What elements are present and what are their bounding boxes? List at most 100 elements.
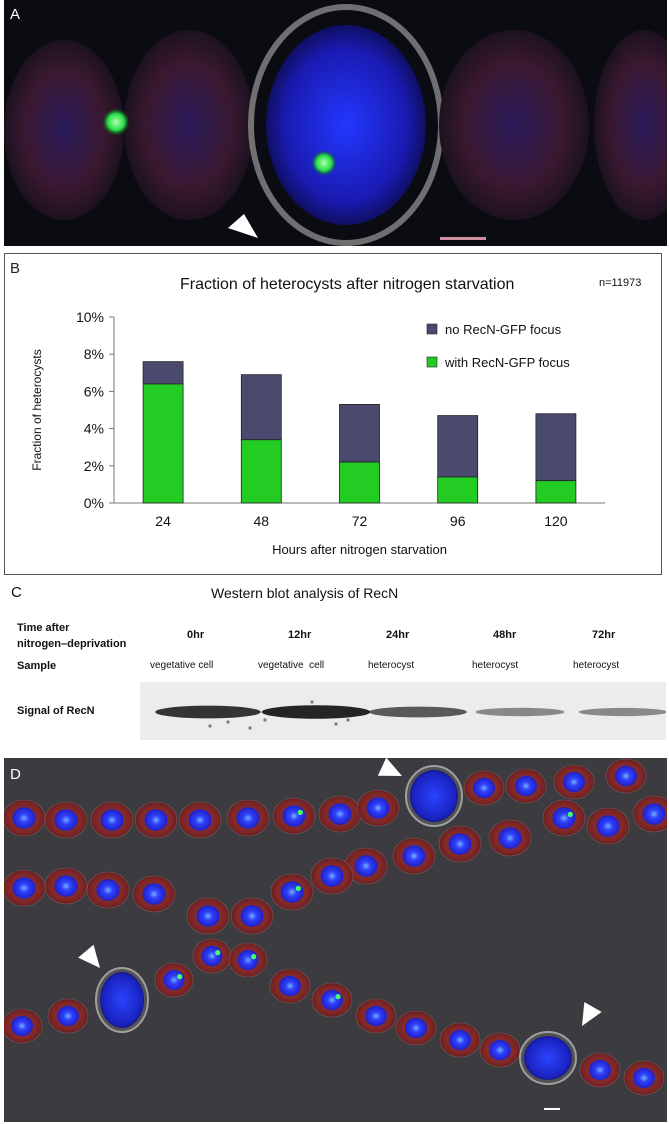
- gfp-focus: [567, 811, 573, 817]
- legend-label-with-focus: with RecN-GFP focus: [444, 355, 570, 370]
- nucleus: [473, 777, 495, 799]
- y-tick-label: 0%: [84, 495, 104, 511]
- blot-bands: [155, 700, 668, 730]
- arrowhead-marker: [78, 944, 100, 968]
- bar-chart: Fraction of heterocysts after nitrogen s…: [30, 276, 641, 557]
- nucleus: [142, 883, 166, 905]
- arrowhead-marker: [377, 758, 402, 776]
- lane-sample: vegetative cell: [150, 660, 214, 671]
- nucleus: [615, 765, 637, 787]
- blot-speckle: [208, 724, 212, 728]
- sample-row-label: Sample: [17, 660, 57, 672]
- y-tick-label: 2%: [84, 458, 104, 474]
- nucleus: [57, 1005, 79, 1027]
- legend-swatch-with-focus: [426, 356, 438, 368]
- nucleus: [589, 1059, 611, 1081]
- gfp-focus: [311, 150, 337, 176]
- panel-label-a: A: [10, 6, 21, 23]
- nucleus: [237, 949, 259, 971]
- lane-time: 12hr: [288, 629, 312, 641]
- x-tick-label: 24: [155, 513, 171, 529]
- nucleus: [354, 855, 378, 877]
- bar-segment-no-focus: [535, 413, 577, 482]
- nucleus: [196, 905, 220, 927]
- gfp-focus: [177, 974, 183, 980]
- nucleus: [320, 865, 344, 887]
- legend-label-no-focus: no RecN-GFP focus: [445, 322, 562, 337]
- bar-segment-with-focus: [240, 439, 282, 504]
- lane-time: 0hr: [187, 629, 205, 641]
- heterocyst-cell: [100, 972, 144, 1028]
- bar-segment-with-focus: [535, 480, 577, 504]
- blot-title: Western blot analysis of RecN: [211, 585, 399, 601]
- y-tick-label: 10%: [76, 309, 104, 325]
- nucleus: [596, 815, 620, 837]
- nucleus: [366, 797, 390, 819]
- recn-band: [475, 707, 565, 717]
- lane-time: 48hr: [493, 629, 517, 641]
- panel-b-chart: B Fraction of heterocysts after nitrogen…: [4, 253, 662, 575]
- panel-label-b: B: [10, 260, 21, 277]
- y-tick-label: 4%: [84, 421, 104, 437]
- micrograph-d: [4, 758, 667, 1110]
- nucleus: [515, 775, 537, 797]
- time-row-label-line2: nitrogen–deprivation: [17, 638, 127, 650]
- nucleus: [328, 803, 352, 825]
- nucleus: [240, 905, 264, 927]
- vegetative-cell: [439, 30, 589, 220]
- sample-size-label: n=11973: [599, 277, 641, 289]
- heterocyst-cell: [410, 770, 458, 822]
- lane-sample: heterocyst: [368, 660, 415, 671]
- nucleus: [402, 845, 426, 867]
- lane-time: 24hr: [386, 629, 410, 641]
- x-tick-label: 120: [544, 513, 568, 529]
- nucleus: [563, 771, 585, 793]
- vegetative-cell: [594, 30, 667, 220]
- blot-speckle: [226, 720, 230, 724]
- vegetative-cell: [124, 30, 254, 220]
- gfp-focus: [251, 954, 257, 960]
- nucleus: [11, 1015, 33, 1037]
- x-tick-label: 72: [352, 513, 368, 529]
- blot-speckle: [248, 726, 252, 730]
- lane-sample: heterocyst: [472, 660, 519, 671]
- nucleus: [236, 807, 260, 829]
- nucleus: [552, 807, 576, 829]
- nucleus: [96, 879, 120, 901]
- blot-speckle: [263, 718, 267, 722]
- nucleus: [279, 975, 301, 997]
- bar-segment-with-focus: [142, 383, 184, 504]
- nucleus: [448, 833, 472, 855]
- lane-time: 72hr: [592, 629, 616, 641]
- x-tick-label: 96: [450, 513, 466, 529]
- nucleus: [163, 969, 185, 991]
- heterocyst-cell: [266, 25, 426, 225]
- nucleus: [54, 875, 78, 897]
- nucleus: [489, 1039, 511, 1061]
- x-axis-label: Hours after nitrogen starvation: [272, 542, 447, 557]
- nucleus: [321, 989, 343, 1011]
- panel-a-micrograph: A: [4, 0, 667, 246]
- panel-d-micrograph: D: [4, 758, 667, 1122]
- arrowhead-marker: [582, 1001, 602, 1026]
- bar-segment-no-focus: [339, 404, 380, 463]
- recn-band: [578, 707, 668, 717]
- recn-band: [155, 705, 261, 719]
- x-tick-label: 48: [254, 513, 270, 529]
- nucleus: [280, 881, 304, 903]
- recn-band: [261, 705, 371, 719]
- nucleus: [282, 805, 306, 827]
- nucleus: [498, 827, 522, 849]
- nucleus: [100, 809, 124, 831]
- nucleus: [54, 809, 78, 831]
- bar-segment-with-focus: [437, 476, 479, 504]
- nucleus: [642, 803, 666, 825]
- lane-sample: vegetative cell: [258, 660, 325, 671]
- bar-segment-no-focus: [142, 361, 184, 385]
- y-axis-label: Fraction of heterocysts: [30, 349, 44, 470]
- nucleus: [188, 809, 212, 831]
- blot-speckle: [334, 722, 338, 726]
- nucleus: [405, 1017, 427, 1039]
- nucleus: [12, 807, 36, 829]
- panel-label-c: C: [11, 584, 22, 601]
